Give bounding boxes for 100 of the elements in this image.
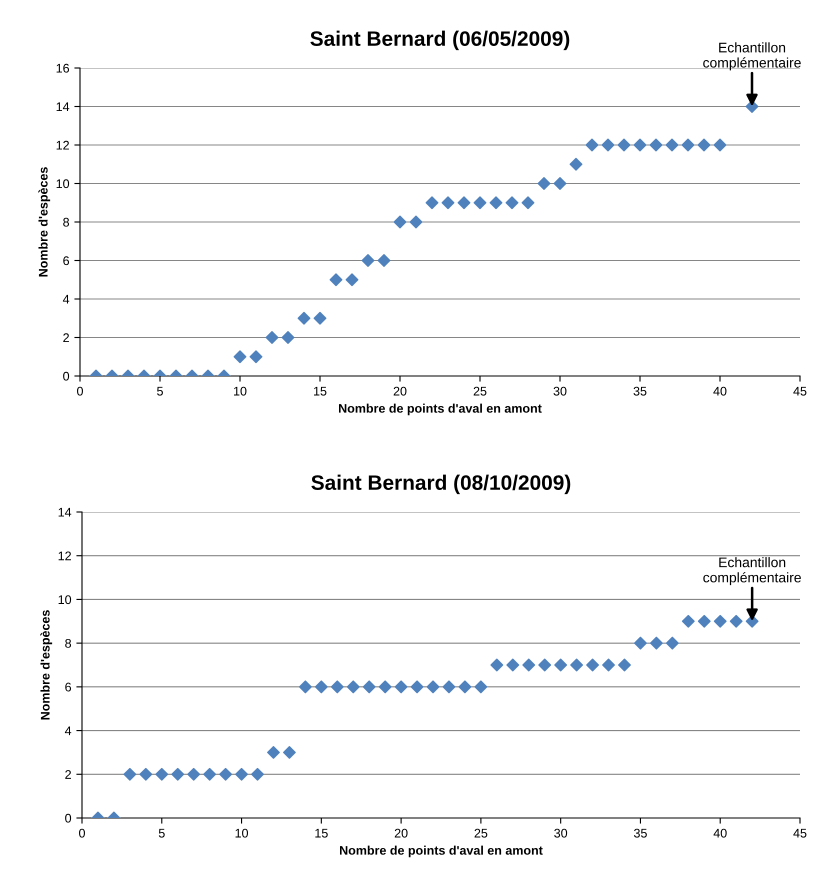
point xyxy=(490,196,502,210)
point xyxy=(522,196,534,210)
point xyxy=(442,680,456,694)
point xyxy=(458,680,472,694)
point xyxy=(586,138,598,152)
point xyxy=(474,196,486,210)
y-tick-label: 14 xyxy=(56,102,70,112)
point xyxy=(554,177,566,190)
x-tick-label: 15 xyxy=(314,386,326,396)
y-tick-label: 8 xyxy=(63,218,70,227)
point xyxy=(442,196,454,210)
x-tick-label: 15 xyxy=(315,828,328,838)
point xyxy=(314,680,328,694)
y-tick-label: 16 xyxy=(56,64,70,73)
point xyxy=(251,768,264,781)
y-tick-label: 8 xyxy=(65,638,72,648)
point xyxy=(682,138,694,152)
point xyxy=(171,768,184,781)
y-tick-label: 12 xyxy=(58,552,71,560)
point xyxy=(730,614,743,628)
point xyxy=(570,158,582,171)
point xyxy=(474,680,488,694)
x-tick-label: 20 xyxy=(394,386,406,396)
y-tick-label: 0 xyxy=(63,372,70,381)
x-tick-label: 25 xyxy=(474,386,486,396)
point xyxy=(426,196,438,210)
x-tick-label: 25 xyxy=(474,828,488,838)
point xyxy=(266,331,278,344)
point xyxy=(410,680,424,694)
point xyxy=(538,658,552,672)
point xyxy=(666,636,679,650)
x-tick-label: 40 xyxy=(714,828,727,838)
x-axis-title: Nombre de points d'aval en amont xyxy=(340,846,543,858)
x-tick-label: 30 xyxy=(554,386,566,396)
y-tick-label: 4 xyxy=(62,294,70,304)
point xyxy=(618,658,631,672)
x-tick-label: 40 xyxy=(713,386,726,396)
point xyxy=(155,768,168,781)
point xyxy=(586,658,599,672)
y-tick-label: 12 xyxy=(56,140,69,150)
point xyxy=(634,636,647,650)
x-tick-label: 35 xyxy=(634,386,646,396)
point xyxy=(330,680,344,694)
y-tick-label: 6 xyxy=(65,682,72,692)
point xyxy=(602,658,615,672)
x-tick-label: 5 xyxy=(157,386,163,396)
point xyxy=(250,350,262,364)
y-tick-label: 4 xyxy=(64,726,72,736)
point xyxy=(618,138,630,152)
chart-title: Saint Bernard (08/10/2009) xyxy=(311,474,570,494)
y-tick-label: 2 xyxy=(63,333,69,342)
y-tick-label: 6 xyxy=(63,256,70,266)
annotation: Echantillon complémentaire xyxy=(703,557,801,586)
x-tick-label: 0 xyxy=(77,386,83,396)
point xyxy=(298,680,312,694)
point xyxy=(362,680,376,694)
point xyxy=(378,680,392,694)
x-axis-title: Nombre de points d'aval en amont xyxy=(338,404,542,416)
point xyxy=(698,614,711,628)
x-tick-label: 0 xyxy=(79,828,85,838)
y-tick-label: 10 xyxy=(56,179,70,188)
point xyxy=(394,680,408,694)
point xyxy=(538,177,550,190)
point xyxy=(650,138,662,152)
point xyxy=(570,658,584,672)
point xyxy=(554,658,568,672)
point xyxy=(522,658,536,672)
point xyxy=(634,138,646,152)
x-tick-label: 45 xyxy=(793,386,806,396)
point xyxy=(219,768,232,781)
point xyxy=(378,254,390,267)
point xyxy=(187,768,200,781)
point xyxy=(410,216,422,228)
y-tick-label: 0 xyxy=(65,814,72,823)
point xyxy=(602,138,614,152)
x-tick-label: 45 xyxy=(793,828,806,838)
y-axis-title: Nombre d'espèces xyxy=(38,167,50,276)
x-tick-label: 10 xyxy=(236,828,248,838)
point xyxy=(298,312,310,325)
x-tick-label: 5 xyxy=(158,828,165,838)
x-tick-label: 10 xyxy=(234,386,246,396)
y-tick-label: 2 xyxy=(65,770,71,779)
annotation: Echantillon complémentaire xyxy=(703,42,801,70)
point xyxy=(426,680,440,694)
point xyxy=(666,138,678,152)
point xyxy=(123,768,136,781)
point xyxy=(394,216,406,228)
point xyxy=(362,254,374,267)
point xyxy=(267,746,280,759)
point xyxy=(203,768,216,781)
x-tick-label: 30 xyxy=(554,828,568,838)
point xyxy=(346,680,360,694)
point xyxy=(650,636,663,650)
point xyxy=(506,196,518,210)
point xyxy=(506,658,520,672)
point xyxy=(330,273,342,286)
y-axis-title: Nombre d'espèces xyxy=(40,610,52,720)
point xyxy=(346,273,358,286)
point xyxy=(698,138,710,152)
point xyxy=(458,196,470,210)
